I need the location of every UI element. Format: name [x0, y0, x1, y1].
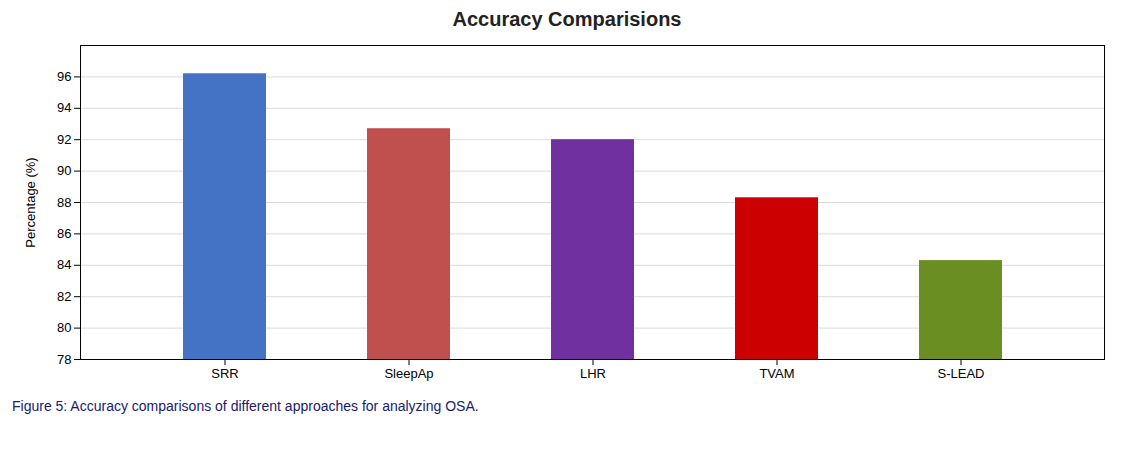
svg-text:TVAM: TVAM — [759, 366, 794, 381]
svg-text:78: 78 — [57, 352, 71, 367]
svg-text:88: 88 — [57, 195, 71, 210]
svg-text:94: 94 — [57, 100, 71, 115]
svg-text:S-LEAD: S-LEAD — [938, 366, 985, 381]
svg-text:80: 80 — [57, 320, 71, 335]
html-text:Figure 5: Accuracy comparisons: Figure 5: Accuracy comparisons of differ… — [12, 398, 479, 414]
svg-text:96: 96 — [57, 69, 71, 84]
svg-text:86: 86 — [57, 226, 71, 241]
html-text:Accuracy Comparisions: Accuracy Comparisions — [452, 8, 682, 30]
svg-text:SleepAp: SleepAp — [384, 366, 433, 381]
svg-text:82: 82 — [57, 289, 71, 304]
svg-text:84: 84 — [57, 257, 71, 272]
svg-text:92: 92 — [57, 132, 71, 147]
svg-text:90: 90 — [57, 163, 71, 178]
svg-text:SRR: SRR — [211, 366, 238, 381]
svg-text:Percentage (%): Percentage (%) — [23, 157, 38, 247]
svg-text:LHR: LHR — [580, 366, 606, 381]
